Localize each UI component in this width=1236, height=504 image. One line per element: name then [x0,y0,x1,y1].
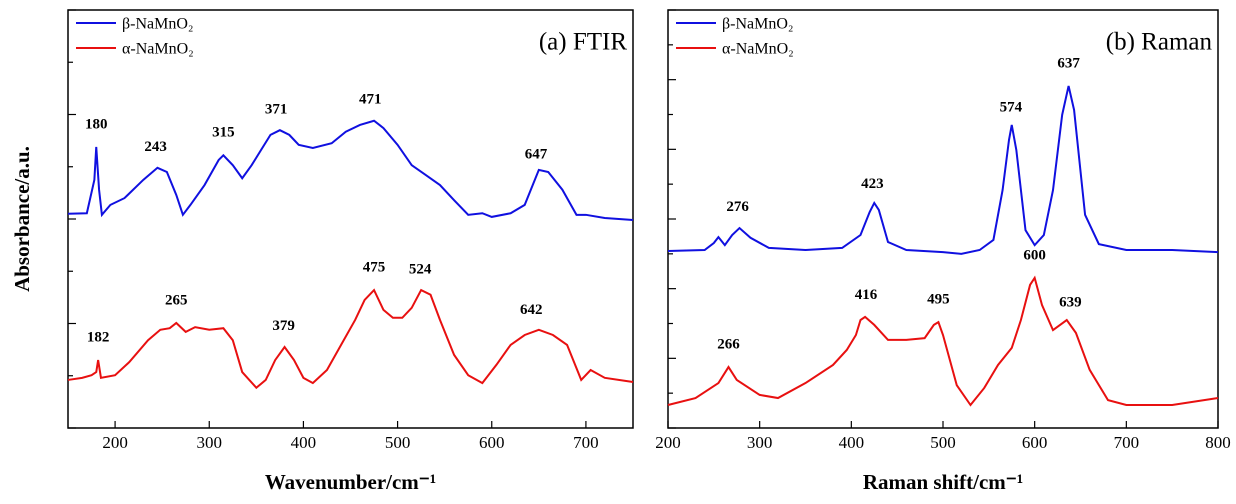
peak-label: 600 [1023,247,1046,263]
peak-label: 243 [144,139,167,155]
peak-label: 642 [520,302,543,318]
peak-label: 379 [272,318,295,334]
peak-label: 266 [717,336,740,352]
peak-label: 475 [363,259,386,275]
x-tick-label: 300 [747,433,773,452]
chart-title: (b) Raman [1106,29,1213,56]
peak-label: 371 [265,101,288,117]
spectrum-line [67,119,634,222]
x-tick-label: 600 [1022,433,1048,452]
peak-label: 265 [165,292,188,308]
x-tick-label: 700 [1114,433,1140,452]
peak-label: 574 [1000,99,1023,115]
x-tick-label: 400 [291,433,317,452]
x-axis-label: Wavenumber/cm⁻¹ [265,470,436,494]
peak-label: 180 [85,116,108,132]
peak-label: 276 [726,199,749,215]
plot-frame [67,9,634,429]
chart-title: (a) FTIR [539,29,627,56]
spectrum-line [667,275,1219,407]
peak-label: 639 [1059,295,1082,311]
peak-label: 471 [359,91,382,107]
peak-label: 647 [525,146,548,162]
x-tick-label: 600 [479,433,505,452]
x-tick-label: 500 [930,433,956,452]
x-tick-label: 700 [573,433,599,452]
x-tick-label: 200 [655,433,681,452]
x-tick-label: 800 [1205,433,1231,452]
peak-label: 315 [212,125,235,141]
peak-label: 423 [861,176,884,192]
legend-label: α-NaMnO₂ [722,41,794,58]
x-axis-label: Raman shift/cm⁻¹ [863,470,1023,494]
peak-label: 637 [1057,55,1080,71]
spectrum-line [667,85,1219,255]
legend-label: β-NaMnO₂ [722,16,793,33]
legend-label: α-NaMnO₂ [122,41,194,58]
peak-label: 416 [855,287,878,303]
plot-frame [667,9,1219,429]
peak-label: 524 [409,261,432,277]
y-axis-label: Absorbance/a.u. [10,146,34,292]
peak-label: 495 [927,292,950,308]
x-tick-label: 400 [839,433,865,452]
spectrum-line [67,288,634,390]
legend-label: β-NaMnO₂ [122,16,193,33]
x-tick-label: 200 [102,433,128,452]
x-tick-label: 300 [197,433,223,452]
peak-label: 182 [87,330,110,346]
x-tick-label: 500 [385,433,411,452]
